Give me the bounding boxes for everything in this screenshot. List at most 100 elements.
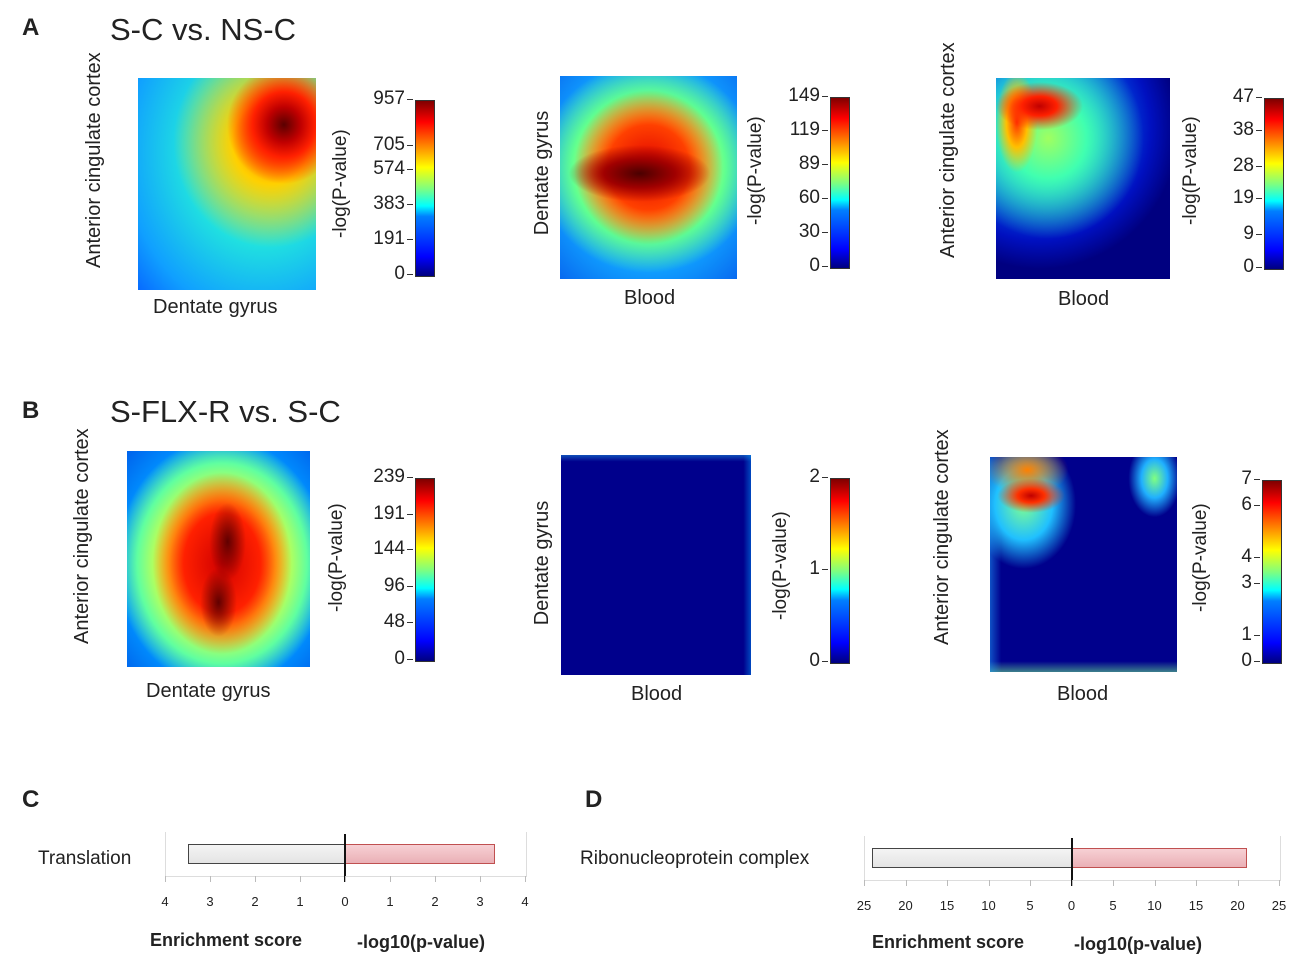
b2-xlabel: Blood xyxy=(631,683,683,705)
d-category-label: Ribonucleoprotein complex xyxy=(580,848,810,869)
bar-axis-tick: 1 xyxy=(296,894,304,909)
bar-axis-tick: 4 xyxy=(521,894,529,909)
colorbar-tick: 574 xyxy=(357,158,413,180)
bar-axis-tick: 4 xyxy=(161,894,169,909)
bar-axis-tick-mark xyxy=(525,876,526,882)
bar-axis-tick: 5 xyxy=(1026,898,1034,913)
panel-letter-c: C xyxy=(22,786,40,813)
bar-axis-tick-mark xyxy=(1196,880,1197,886)
a3-colorbar-label: -log(P-value) xyxy=(1180,116,1201,225)
colorbar-tick: 30 xyxy=(772,221,828,243)
colorbar-tick: 6 xyxy=(1204,494,1260,516)
heatmap-b1 xyxy=(127,451,310,667)
bar-axis-tick-mark xyxy=(864,880,865,886)
bar-axis-tick-mark xyxy=(435,876,436,882)
heatmap-a1 xyxy=(138,78,316,290)
colorbar-tick: 383 xyxy=(357,193,413,215)
colorbar-tick: 47 xyxy=(1206,86,1262,108)
colorbar-tick: 0 xyxy=(772,650,828,672)
bar-axis-tick-mark xyxy=(1154,880,1156,886)
b2-colorbar xyxy=(830,478,850,664)
bar-axis-tick-mark xyxy=(988,880,990,886)
bar-axis-tick: 5 xyxy=(1109,898,1117,913)
bar-axis-tick-mark xyxy=(1279,880,1280,886)
pvalue-bar xyxy=(345,844,495,864)
bar-axis-tick-mark xyxy=(947,880,948,886)
a2-colorbar-label: -log(P-value) xyxy=(745,116,766,225)
bar-axis-tick-mark xyxy=(345,876,346,882)
panel-letter-b: B xyxy=(22,397,40,424)
enrichment-score-bar xyxy=(872,848,1073,868)
b1-ylabel: Anterior cingulate cortex xyxy=(71,428,93,644)
colorbar-tick: 89 xyxy=(772,153,828,175)
zero-axis-line xyxy=(344,834,346,882)
bar-axis-tick: 2 xyxy=(431,894,439,909)
bar-axis-tick-mark xyxy=(300,876,301,882)
b1-xlabel: Dentate gyrus xyxy=(146,680,271,702)
heatmap-b3 xyxy=(990,457,1177,672)
colorbar-tick: 0 xyxy=(357,263,413,285)
colorbar-tick: 0 xyxy=(1204,650,1260,672)
colorbar-tick: 3 xyxy=(1204,572,1260,594)
colorbar-tick: 149 xyxy=(772,85,828,107)
bar-axis-tick: 3 xyxy=(206,894,214,909)
b2-ylabel: Dentate gyrus xyxy=(531,500,553,626)
panel-letter-d: D xyxy=(585,786,603,813)
pvalue-bar xyxy=(1071,848,1247,868)
colorbar-tick: 0 xyxy=(1206,256,1262,278)
colorbar-tick: 7 xyxy=(1204,468,1260,490)
bar-axis-tick: 15 xyxy=(1188,898,1204,913)
colorbar-tick: 9 xyxy=(1206,223,1262,245)
a3-ylabel: Anterior cingulate cortex xyxy=(937,42,959,258)
colorbar-tick: 38 xyxy=(1206,119,1262,141)
a1-colorbar-label: -log(P-value) xyxy=(330,129,351,238)
bar-axis-tick: 1 xyxy=(386,894,394,909)
bar-chart-frame xyxy=(864,836,1281,881)
bar-axis-tick-mark xyxy=(1071,880,1073,886)
colorbar-tick: 28 xyxy=(1206,155,1262,177)
zero-axis-line xyxy=(1070,838,1073,886)
bar-axis-tick-mark xyxy=(1113,880,1114,886)
b1-colorbar-label: -log(P-value) xyxy=(326,503,347,612)
heatmap-b2 xyxy=(561,455,751,675)
colorbar-tick: 4 xyxy=(1204,546,1260,568)
a1-ylabel: Anterior cingulate cortex xyxy=(83,52,105,268)
bar-axis-tick: 20 xyxy=(898,898,913,913)
colorbar-tick: 705 xyxy=(357,134,413,156)
enrichment-score-bar xyxy=(187,844,346,864)
bar-axis-tick-mark xyxy=(390,876,391,882)
bar-axis-tick: 0 xyxy=(341,894,349,909)
bar-axis-tick: 0 xyxy=(1067,898,1076,913)
b3-colorbar xyxy=(1262,480,1282,664)
colorbar-tick: 19 xyxy=(1206,187,1262,209)
bar-axis-tick: 10 xyxy=(981,898,996,913)
panel-letter-a: A xyxy=(22,14,40,41)
bar-axis-tick: 2 xyxy=(251,894,259,909)
colorbar-tick: 191 xyxy=(357,228,413,250)
bar-axis-tick-mark xyxy=(480,876,481,882)
a2-xlabel: Blood xyxy=(624,287,676,309)
colorbar-tick: 1 xyxy=(1204,624,1260,646)
c-xlabel-left: Enrichment score xyxy=(150,930,303,950)
panel-a-title: S-C vs. NS-C xyxy=(110,12,296,47)
colorbar-tick: 119 xyxy=(772,119,828,141)
heatmap-a2 xyxy=(560,76,737,279)
colorbar-tick: 96 xyxy=(357,575,413,597)
c-xlabel-right: -log10(p-value) xyxy=(357,932,486,952)
a1-xlabel: Dentate gyrus xyxy=(153,296,278,318)
colorbar-tick: 1 xyxy=(772,558,828,580)
bar-axis-tick: 25 xyxy=(856,898,872,913)
bar-axis-tick: 3 xyxy=(476,894,484,909)
colorbar-tick: 191 xyxy=(357,503,413,525)
b3-ylabel: Anterior cingulate cortex xyxy=(931,429,953,645)
colorbar-tick: 957 xyxy=(357,88,413,110)
heatmap-a3 xyxy=(996,78,1170,279)
bar-axis-tick: 15 xyxy=(939,898,955,913)
c-category-label: Translation xyxy=(38,848,132,869)
bar-axis-tick-mark xyxy=(905,880,907,886)
bar-axis-tick-mark xyxy=(1030,880,1031,886)
bar-axis-tick-mark xyxy=(210,876,211,882)
d-xlabel-right: -log10(p-value) xyxy=(1074,934,1203,954)
b3-xlabel: Blood xyxy=(1057,683,1109,705)
bar-axis-tick-mark xyxy=(1237,880,1239,886)
